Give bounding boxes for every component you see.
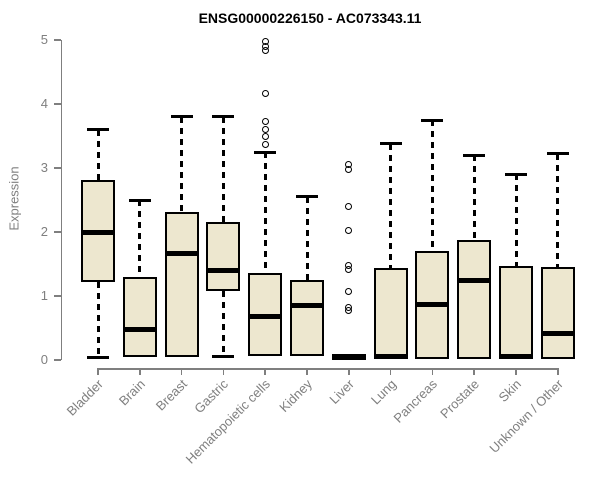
outlier-point-liver bbox=[345, 306, 353, 314]
upper-whisker-prostate bbox=[472, 155, 476, 240]
y-tick-label: 4 bbox=[40, 96, 48, 111]
upper-whisker-unknown-other bbox=[556, 153, 560, 268]
upper-whisker-breast bbox=[180, 116, 184, 212]
upper-whisker-cap-brain bbox=[128, 198, 151, 202]
x-axis-line bbox=[97, 368, 559, 370]
lower-whisker-cap-bladder bbox=[87, 355, 109, 359]
upper-whisker-kidney bbox=[305, 196, 309, 280]
median-liver bbox=[331, 354, 366, 360]
x-tick-mark bbox=[431, 368, 434, 375]
y-tick-mark bbox=[53, 39, 61, 41]
median-gastric bbox=[206, 267, 241, 273]
upper-whisker-hematopoietic-cells bbox=[263, 152, 267, 273]
box-lung bbox=[373, 268, 408, 359]
upper-whisker-lung bbox=[389, 143, 393, 269]
y-tick-label: 0 bbox=[40, 352, 48, 367]
box-breast bbox=[164, 211, 199, 357]
x-tick-mark bbox=[515, 368, 517, 375]
x-tick-mark bbox=[348, 368, 350, 375]
x-tick-mark bbox=[139, 368, 141, 375]
x-tick-mark bbox=[222, 368, 225, 375]
x-tick-mark bbox=[389, 368, 392, 375]
outlier-point-liver bbox=[345, 265, 353, 273]
y-tick-label: 3 bbox=[40, 160, 48, 175]
y-tick-mark bbox=[53, 295, 61, 297]
upper-whisker-pancreas bbox=[430, 120, 434, 252]
y-axis-label: Expression bbox=[6, 166, 22, 231]
outlier-point-hematopoietic-cells bbox=[261, 141, 269, 149]
lower-whisker-bladder bbox=[96, 281, 100, 358]
y-tick-label: 2 bbox=[40, 224, 48, 239]
upper-whisker-cap-skin bbox=[505, 172, 527, 176]
box-prostate bbox=[457, 239, 492, 359]
box-skin bbox=[499, 265, 533, 359]
x-tick-mark bbox=[264, 368, 266, 375]
outlier-point-hematopoietic-cells bbox=[261, 46, 269, 54]
outlier-point-liver bbox=[345, 202, 353, 210]
upper-whisker-bladder bbox=[96, 129, 100, 180]
y-tick-label: 5 bbox=[40, 32, 48, 47]
upper-whisker-skin bbox=[514, 174, 518, 266]
y-tick-mark bbox=[53, 359, 61, 361]
upper-whisker-cap-gastric bbox=[212, 115, 235, 119]
median-bladder bbox=[81, 229, 115, 235]
upper-whisker-cap-kidney bbox=[296, 195, 318, 199]
upper-whisker-cap-pancreas bbox=[421, 118, 444, 122]
upper-whisker-cap-prostate bbox=[463, 153, 486, 157]
median-skin bbox=[499, 354, 533, 360]
x-tick-mark bbox=[473, 368, 475, 375]
upper-whisker-cap-unknown-other bbox=[546, 152, 569, 156]
upper-whisker-cap-bladder bbox=[87, 128, 109, 132]
median-brain bbox=[122, 326, 157, 332]
outlier-point-liver bbox=[345, 166, 353, 174]
outlier-point-hematopoietic-cells bbox=[261, 132, 269, 140]
x-tick-mark bbox=[306, 368, 308, 375]
y-tick-mark bbox=[53, 167, 61, 169]
x-tick-mark bbox=[557, 368, 559, 375]
outlier-point-liver bbox=[345, 227, 353, 235]
box-unknown-other bbox=[540, 267, 575, 359]
upper-whisker-cap-lung bbox=[379, 142, 402, 146]
upper-whisker-cap-hematopoietic-cells bbox=[254, 150, 277, 154]
box-gastric bbox=[206, 222, 241, 291]
y-axis-line bbox=[60, 40, 62, 360]
box-kidney bbox=[290, 280, 324, 356]
outlier-point-hematopoietic-cells bbox=[261, 117, 269, 125]
lower-whisker-gastric bbox=[221, 290, 225, 357]
median-breast bbox=[164, 250, 199, 256]
y-tick-mark bbox=[53, 231, 61, 233]
median-pancreas bbox=[415, 302, 450, 308]
lower-whisker-cap-gastric bbox=[212, 354, 235, 358]
y-tick-mark bbox=[53, 103, 61, 105]
median-kidney bbox=[290, 303, 324, 309]
upper-whisker-gastric bbox=[221, 116, 225, 223]
chart-title: ENSG00000226150 - AC073343.11 bbox=[198, 10, 422, 26]
outlier-point-hematopoietic-cells bbox=[261, 89, 269, 97]
x-tick-mark bbox=[180, 368, 183, 375]
x-tick-mark bbox=[97, 368, 99, 375]
y-tick-label: 1 bbox=[40, 288, 48, 303]
median-unknown-other bbox=[540, 330, 575, 336]
median-prostate bbox=[457, 277, 492, 283]
outlier-point-liver bbox=[345, 288, 353, 296]
upper-whisker-cap-breast bbox=[170, 115, 193, 119]
median-lung bbox=[373, 354, 408, 360]
median-hematopoietic-cells bbox=[248, 313, 283, 319]
upper-whisker-brain bbox=[138, 200, 142, 277]
box-brain bbox=[122, 276, 157, 357]
